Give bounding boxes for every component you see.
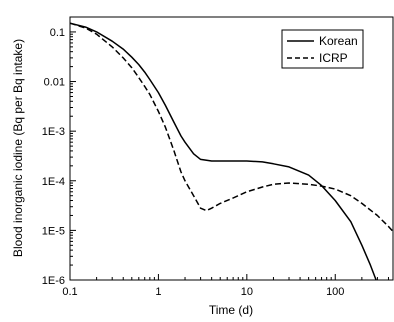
plot-frame (69, 16, 394, 281)
legend: Korean ICRP (281, 29, 364, 69)
y-axis-label: Blood inorganic iodine (Bq per Bq intake… (11, 39, 25, 257)
x-axis-label: Time (d) (209, 303, 253, 317)
legend-label-icrp: ICRP (319, 51, 348, 65)
x-tick-label: 100 (326, 286, 344, 298)
series-line-icrp (69, 22, 394, 233)
y-tick-label: 0.01 (44, 77, 65, 89)
series-line-korean (69, 22, 377, 281)
series-layer (69, 22, 394, 281)
y-tick-label: 1E-3 (42, 126, 65, 138)
y-tick-label: 0.1 (50, 27, 65, 39)
legend-label-korean: Korean (319, 34, 358, 48)
y-tick-label: 1E-4 (42, 176, 65, 188)
x-tick-label: 10 (241, 286, 253, 298)
x-tick-label: 1 (155, 286, 161, 298)
legend-box (281, 29, 364, 69)
y-tick-label: 1E-5 (42, 225, 65, 237)
y-tick-label: 1E-6 (42, 275, 65, 287)
x-tick-label: 0.1 (62, 286, 77, 298)
